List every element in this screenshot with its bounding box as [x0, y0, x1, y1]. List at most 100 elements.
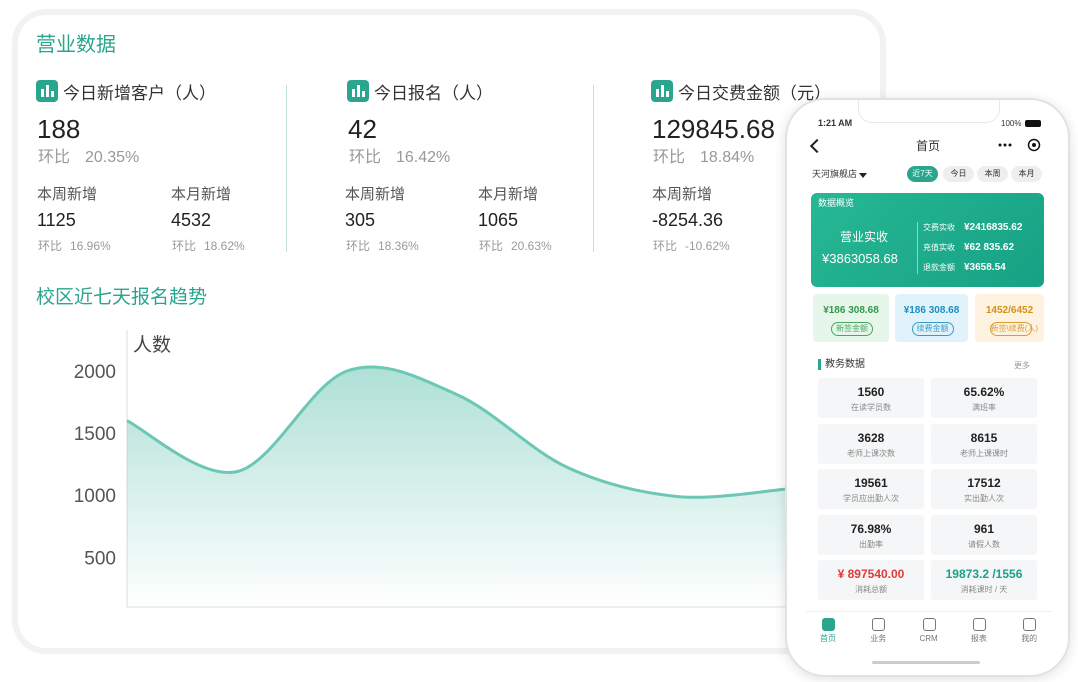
stat-value: 19561 — [854, 476, 888, 490]
overview-title: 数据概览 — [818, 198, 855, 208]
divider — [593, 85, 594, 252]
nav-label[interactable]: 报表 — [970, 634, 987, 643]
stat-value: 1560 — [857, 385, 885, 399]
card-title: 今日新增客户（人） — [63, 84, 216, 103]
capsule[interactable] — [992, 136, 1044, 154]
nav-icon[interactable] — [922, 618, 936, 631]
overview-divider — [917, 222, 918, 274]
ratio-label: 环比 — [653, 149, 686, 166]
more-link[interactable]: 更多 — [1014, 361, 1030, 370]
divider — [286, 85, 287, 252]
sub-ratio-label: 环比 — [479, 239, 504, 253]
status-time: 1:21 AM — [818, 118, 853, 128]
tile-value: ¥186 308.68 — [903, 305, 960, 316]
card-value: 129845.68 — [652, 114, 775, 144]
panel-title: 营业数据 — [36, 34, 116, 56]
battery-icon — [1025, 120, 1041, 127]
overview-row-value: ¥3658.54 — [964, 262, 1006, 273]
area-fill — [127, 366, 787, 607]
stat-label: 老师上课课时 — [960, 448, 1008, 458]
sub-ratio: 18.36% — [378, 239, 419, 253]
nav-label[interactable]: 业务 — [870, 634, 887, 643]
tile — [975, 294, 1044, 342]
stat-label: 消耗总额 — [855, 585, 887, 594]
sub-value: 1065 — [478, 210, 519, 230]
icon-glyph — [352, 85, 365, 97]
nav-icon[interactable] — [872, 618, 886, 631]
sub-ratio-label: 环比 — [38, 239, 63, 253]
stat-label: 满班率 — [972, 403, 996, 412]
sub-ratio-label: 环比 — [172, 239, 197, 253]
ratio-label: 环比 — [38, 149, 71, 166]
trend-line — [126, 365, 788, 499]
sub-label: 本月新增 — [171, 186, 232, 203]
tile — [895, 294, 968, 342]
stat-label: 在读学员数 — [851, 403, 891, 412]
sub-value: -8254.36 — [652, 210, 724, 230]
sub-ratio-label: 环比 — [346, 239, 371, 253]
nav-icon[interactable] — [822, 618, 835, 631]
icon-glyph — [656, 85, 669, 97]
icon-glyph — [41, 85, 54, 97]
stat-cell — [931, 378, 1037, 418]
nav-icon[interactable] — [972, 618, 986, 631]
nav-label[interactable]: 我的 — [1021, 634, 1038, 643]
stat-value: 19873.2 /1556 — [945, 567, 1023, 581]
stat-value: 3628 — [857, 430, 885, 445]
stat-label: 老师上课次数 — [847, 448, 895, 458]
overview-row-value: ¥2416835.62 — [964, 222, 1023, 233]
stat-cell — [931, 469, 1037, 509]
nav-label[interactable]: CRM — [919, 634, 938, 643]
tile-label: 新签金额 — [831, 322, 873, 336]
nav-label[interactable]: 首页 — [820, 634, 836, 643]
tile-value: 1452/6452 — [985, 305, 1034, 316]
overview-main-value: ¥3863058.68 — [822, 251, 898, 266]
stat-label: 消耗课时 / 天 — [960, 585, 1008, 594]
sub-ratio: 16.96% — [70, 239, 111, 253]
sub-label: 本周新增 — [652, 186, 713, 203]
tab[interactable]: 近7天 — [907, 166, 938, 182]
sub-label: 本周新增 — [37, 186, 98, 203]
overview-main-label: 营业实收 — [840, 230, 889, 244]
sub-value: 1125 — [37, 210, 76, 230]
section-bar — [818, 359, 821, 370]
home-indicator — [872, 661, 980, 664]
section-title: 教务数据 — [825, 359, 865, 370]
sub-value: 4532 — [171, 210, 212, 230]
trend-chart: 500 1000 1500 2000 人数 — [74, 330, 870, 608]
y-tick-label: 1500 — [74, 424, 116, 445]
stat-cell — [818, 514, 924, 555]
stat-label: 请假人数 — [968, 539, 1000, 549]
ratio-label: 环比 — [349, 149, 382, 166]
tab[interactable]: 本周 — [977, 166, 1008, 182]
card-title: 今日交费金额（元） — [678, 84, 831, 103]
overview-row-value: ¥62 835.62 — [964, 242, 1015, 253]
tab[interactable]: 今日 — [943, 166, 974, 182]
stat-value: ¥ 897540.00 — [837, 567, 905, 581]
notch — [858, 100, 1000, 123]
y-axis-label: 人数 — [133, 334, 171, 356]
tab[interactable]: 本月 — [1011, 166, 1042, 182]
sub-label: 本月新增 — [478, 186, 539, 203]
card-icon — [36, 80, 58, 102]
overview-row-label: 充值实收 — [923, 243, 955, 252]
card-icon — [651, 80, 673, 102]
sub-value: 305 — [345, 210, 376, 230]
stat-cell — [818, 378, 924, 418]
chart-title: 校区近七天报名趋势 — [36, 287, 208, 308]
overview-card — [811, 193, 1044, 287]
stat-cell — [818, 423, 924, 464]
y-tick-label: 1000 — [74, 486, 116, 507]
nav-bar — [806, 611, 1052, 612]
stat-cell — [818, 560, 924, 600]
nav-icon[interactable] — [1023, 618, 1037, 631]
stat-value: 76.98% — [850, 521, 892, 536]
stat-value: 961 — [973, 521, 995, 536]
stat-cell — [931, 423, 1037, 464]
sub-ratio: -10.62% — [685, 239, 730, 253]
store-select[interactable]: 天河旗舰店 — [812, 169, 858, 179]
card-value: 42 — [348, 114, 377, 144]
sub-ratio: 18.62% — [204, 239, 245, 253]
page-header: 首页 — [916, 139, 941, 153]
